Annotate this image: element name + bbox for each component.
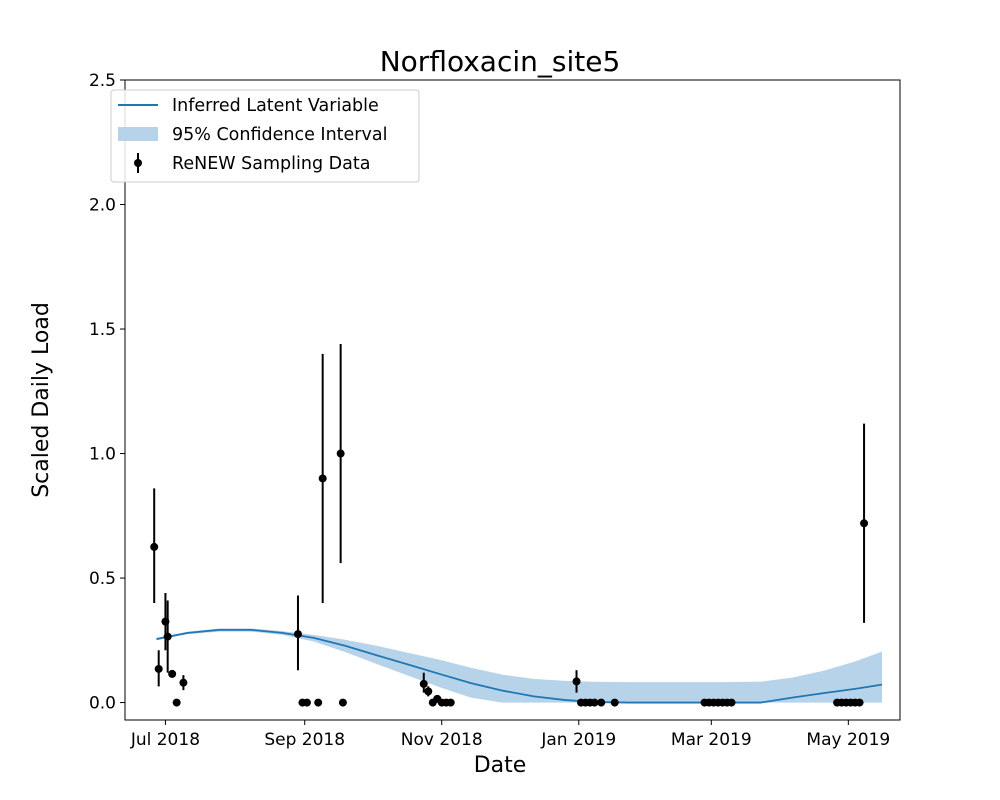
- legend-label: 95% Confidence Interval: [172, 125, 387, 145]
- legend-band-swatch: [118, 127, 158, 141]
- sample-point: [727, 698, 736, 707]
- latent-variable-line: [156, 628, 883, 704]
- y-tick-label: 2.5: [89, 71, 116, 91]
- x-tick-label: Nov 2018: [401, 730, 483, 750]
- sample-point: [446, 698, 455, 707]
- x-tick-label: Sep 2018: [264, 730, 345, 750]
- plot-area: [150, 343, 883, 707]
- y-axis: 0.0 0.5 1.0 1.5 2.0 2.5: [89, 71, 125, 714]
- y-axis-label: Scaled Daily Load: [29, 302, 54, 498]
- y-tick-label: 1.0: [89, 445, 116, 465]
- sample-point: [572, 677, 581, 686]
- y-tick-label: 0.5: [89, 569, 116, 589]
- y-tick-label: 2.0: [89, 196, 116, 216]
- legend: Inferred Latent Variable 95% Confidence I…: [110, 89, 420, 183]
- sample-point: [419, 679, 428, 688]
- sample-point: [590, 698, 599, 707]
- y-tick-label: 1.5: [89, 320, 116, 340]
- sample-point: [610, 698, 619, 707]
- legend-point-swatch: [134, 159, 142, 167]
- sample-point: [154, 664, 163, 673]
- sample-point: [172, 698, 181, 707]
- legend-box: [110, 89, 420, 183]
- sample-point: [163, 632, 172, 641]
- sample-point: [597, 698, 606, 707]
- sample-point: [855, 698, 864, 707]
- x-tick-label: May 2019: [806, 730, 890, 750]
- sample-point: [314, 698, 323, 707]
- x-tick-label: Mar 2019: [671, 730, 752, 750]
- x-tick-label: Jul 2018: [130, 730, 200, 750]
- confidence-band: [156, 628, 883, 703]
- sample-point: [179, 678, 188, 687]
- sample-point: [424, 687, 433, 696]
- legend-label: ReNEW Sampling Data: [172, 154, 370, 174]
- x-tick-label: Jan 2019: [540, 730, 616, 750]
- sample-point: [860, 519, 869, 528]
- sample-point: [318, 474, 327, 483]
- sample-point: [150, 542, 159, 551]
- sample-point: [336, 449, 345, 458]
- sample-point: [302, 698, 311, 707]
- sample-point: [338, 698, 347, 707]
- legend-label: Inferred Latent Variable: [172, 96, 379, 116]
- x-axis: Jul 2018 Sep 2018 Nov 2018 Jan 2019 Mar 2019…: [130, 720, 890, 750]
- sample-point: [168, 669, 177, 678]
- sample-point: [293, 630, 302, 639]
- y-tick-label: 0.0: [89, 694, 116, 714]
- chart-title: Norfloxacin_site5: [380, 45, 621, 78]
- plot-frame: [124, 79, 901, 721]
- x-axis-label: Date: [474, 753, 527, 778]
